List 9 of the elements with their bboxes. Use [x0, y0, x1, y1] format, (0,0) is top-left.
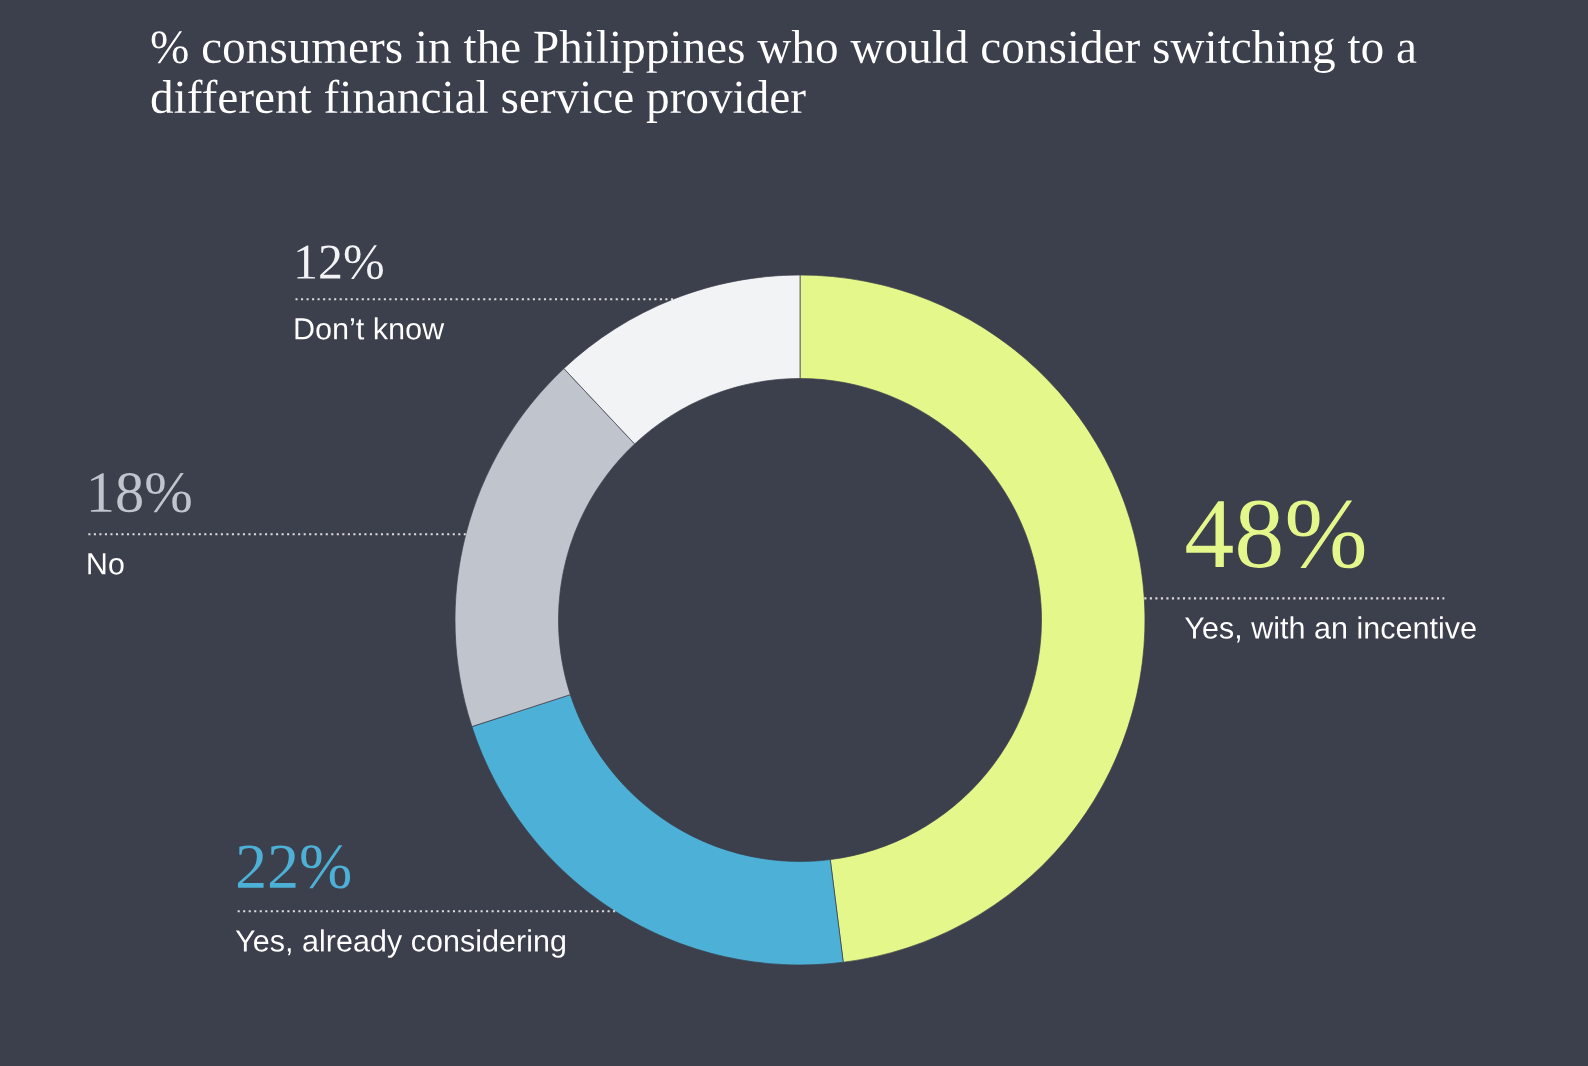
slice-label: Yes, with an incentive [1184, 616, 1476, 643]
data-label: 48% [1186, 500, 1365, 569]
data-label: 12% [297, 245, 383, 280]
data-label: 18% [90, 472, 191, 513]
slice-label: No [88, 553, 124, 575]
slice-label: Don’t know [295, 317, 445, 340]
slice-label: Yes, already considering [235, 929, 565, 958]
data-label: 22% [237, 845, 351, 889]
chart-title: % consumers in the Philippines who would consider switching to a different financial service provider [151, 30, 1417, 123]
